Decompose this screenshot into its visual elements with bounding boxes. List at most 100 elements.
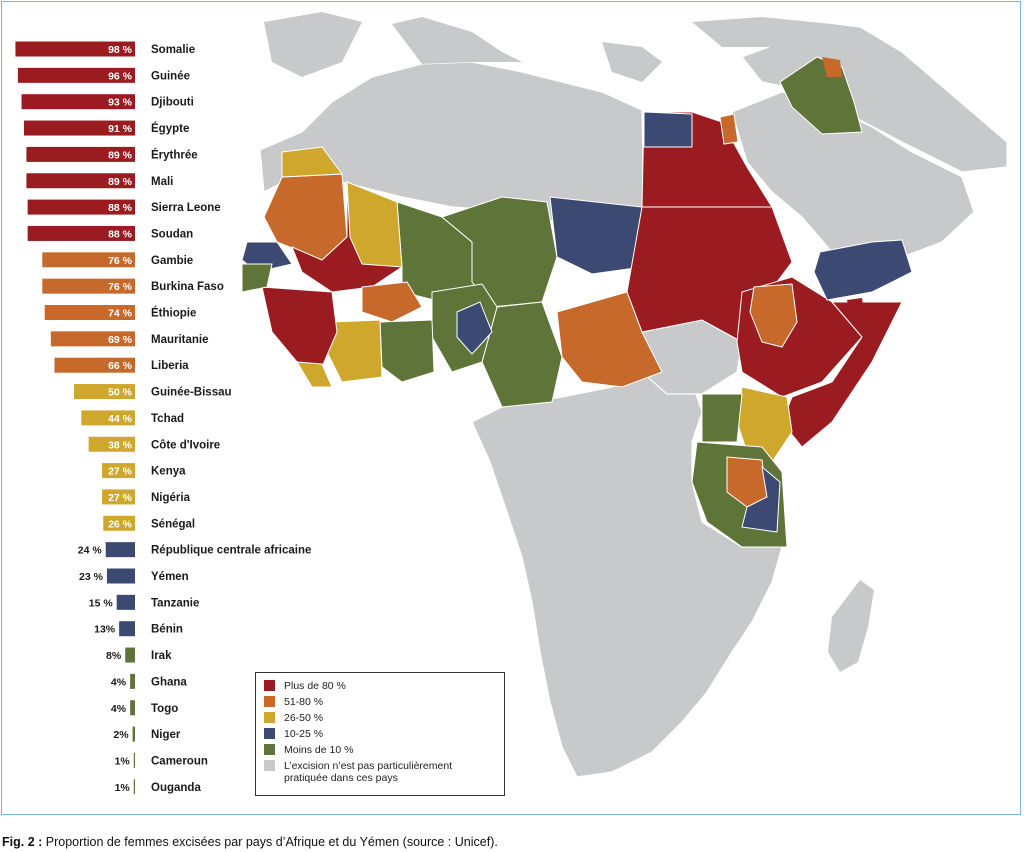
- map-region-yemen: [813, 239, 913, 301]
- bar-category-label-20: Yémen: [151, 571, 189, 583]
- map-region-madagascar-grey: [828, 580, 874, 672]
- bar-category-label-2: Djibouti: [151, 97, 194, 109]
- bar-25: [130, 700, 135, 716]
- bar-7: [27, 225, 135, 241]
- bar-value-label-6: 88 %: [108, 202, 133, 214]
- legend-item-3: 10-25 %: [264, 728, 496, 740]
- map-region-europe-grey: [392, 17, 522, 64]
- map-region-libya-east: [549, 196, 643, 275]
- bar-value-label-27: 1%: [115, 755, 131, 767]
- bar-2: [21, 94, 135, 110]
- map-region-car: [556, 291, 663, 388]
- bar-21: [116, 594, 135, 610]
- bar-value-label-2: 93 %: [108, 97, 133, 109]
- bar-category-label-19: République centrale africaine: [151, 545, 311, 557]
- bar-value-label-1: 96 %: [108, 70, 133, 82]
- bar-category-label-23: Irak: [151, 650, 172, 662]
- bar-category-label-22: Bénin: [151, 624, 183, 636]
- bar-16: [102, 463, 135, 479]
- bar-value-label-22: 13%: [94, 624, 116, 636]
- bar-value-label-17: 27 %: [108, 492, 133, 504]
- legend-item-2: 26-50 %: [264, 712, 496, 724]
- bar-category-label-6: Sierra Leone: [151, 202, 221, 214]
- legend-swatch-5: [264, 760, 275, 771]
- figure-caption: Fig. 2 : Proportion de femmes excisées p…: [2, 835, 498, 849]
- map-region-uganda: [701, 393, 743, 443]
- legend-label-1: 51-80 %: [284, 696, 324, 708]
- map-region-western-sahara: [281, 146, 343, 178]
- bar-1: [17, 67, 135, 83]
- bar-value-label-24: 4%: [111, 676, 127, 688]
- legend-item-5: L’excision n’est pas particulièrement pr…: [264, 760, 496, 784]
- bar-category-label-13: Guinée-Bissau: [151, 387, 232, 399]
- map-region-southern-africa-grey: [471, 371, 783, 778]
- bar-value-label-13: 50 %: [108, 387, 133, 399]
- bar-13: [74, 384, 135, 400]
- bar-category-label-4: Érythrée: [151, 148, 198, 161]
- legend-swatch-4: [264, 744, 275, 755]
- bar-value-label-20: 23 %: [79, 571, 104, 583]
- bar-14: [81, 410, 135, 426]
- bar-23: [125, 647, 135, 663]
- bar-category-label-27: Cameroun: [151, 755, 208, 767]
- bar-category-label-8: Gambie: [151, 255, 193, 267]
- bar-4: [26, 146, 136, 162]
- map-region-iberia-grey: [264, 12, 362, 77]
- bar-value-label-10: 74 %: [108, 308, 133, 320]
- bar-category-label-18: Sénégal: [151, 518, 195, 530]
- bar-value-label-28: 1%: [115, 782, 131, 794]
- bar-category-label-5: Mali: [151, 176, 173, 188]
- bar-category-label-28: Ouganda: [151, 782, 201, 794]
- bar-8: [42, 252, 135, 268]
- bar-value-label-7: 88 %: [108, 228, 133, 240]
- bar-category-label-16: Kenya: [151, 466, 186, 478]
- bar-value-label-4: 89 %: [108, 149, 133, 161]
- bar-chart: 98 % Somalie 96 % Guinée 93 % Djibouti 91 % Égy…: [15, 41, 311, 795]
- map-region-nigeria-blue: [456, 301, 493, 355]
- legend-swatch-0: [264, 680, 275, 691]
- legend-swatch-1: [264, 696, 275, 707]
- bar-category-label-10: Éthiopie: [151, 307, 196, 320]
- bar-category-label-15: Côte d'Ivoire: [151, 439, 220, 451]
- bar-category-label-3: Égypte: [151, 122, 189, 135]
- legend-item-4: Moins de 10 %: [264, 744, 496, 756]
- bar-18: [103, 515, 135, 531]
- legend-label-3: 10-25 %: [284, 728, 324, 740]
- figure-frame: 98 % Somalie 96 % Guinée 93 % Djibouti 91 % Égy…: [1, 1, 1021, 815]
- bar-6: [27, 199, 135, 215]
- map-region-somalia: [781, 301, 903, 448]
- bar-5: [26, 173, 136, 189]
- map-region-tanzania-blue: [741, 465, 781, 533]
- map-region-ghana-togo-benin: [379, 319, 435, 383]
- bar-value-label-26: 2%: [113, 729, 129, 741]
- bar-value-label-16: 27 %: [108, 466, 133, 478]
- bar-17: [102, 489, 135, 505]
- bar-27: [133, 752, 135, 768]
- bar-value-label-0: 98 %: [108, 44, 133, 56]
- legend: Plus de 80 % 51-80 % 26-50 % 10-25 % Moins d…: [255, 672, 505, 796]
- bar-12: [54, 357, 136, 373]
- legend-label-4: Moins de 10 %: [284, 744, 354, 756]
- legend-swatch-2: [264, 712, 275, 723]
- map-region-turkey-grey: [692, 17, 862, 47]
- map-region-ethiopia-orange: [749, 283, 798, 348]
- map-region-jordan: [719, 113, 739, 145]
- bar-26: [132, 726, 135, 742]
- bar-value-label-14: 44 %: [108, 413, 133, 425]
- bar-value-label-5: 89 %: [108, 176, 133, 188]
- bar-category-label-24: Ghana: [151, 676, 187, 688]
- bar-category-label-1: Guinée: [151, 70, 190, 82]
- bar-3: [23, 120, 136, 136]
- bar-0: [15, 41, 135, 57]
- bar-category-label-9: Burkina Faso: [151, 281, 224, 293]
- bar-value-label-23: 8%: [106, 650, 122, 662]
- map-region-gambia-guinea-bissau: [241, 263, 273, 293]
- legend-label-2: 26-50 %: [284, 712, 324, 724]
- bar-15: [88, 436, 135, 452]
- legend-label-5: L’excision n’est pas particulièrement pr…: [284, 760, 453, 784]
- legend-label-0: Plus de 80 %: [284, 680, 346, 692]
- caption-prefix: Fig. 2 :: [2, 835, 43, 849]
- bar-value-label-11: 69 %: [108, 334, 133, 346]
- map-region-djibouti: [847, 298, 864, 314]
- africa-map: [241, 12, 1008, 778]
